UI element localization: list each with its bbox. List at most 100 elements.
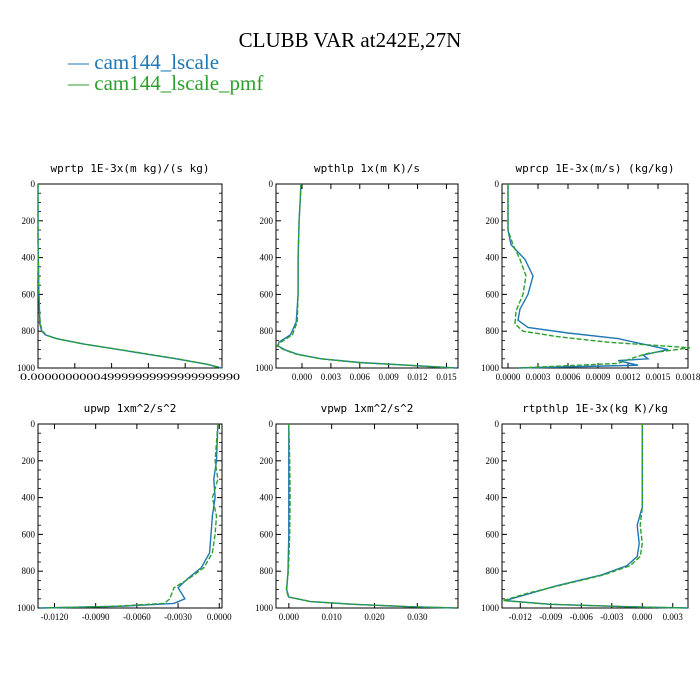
y-tick-label: 400 [22, 493, 36, 503]
panel-title: wprtp 1E-3x(m kg)/(s kg) [51, 162, 210, 175]
y-tick-label: 400 [486, 493, 500, 503]
x-tick-label: 0.000 [279, 612, 300, 622]
y-tick-label: 0 [269, 179, 274, 189]
y-tick-label: 400 [260, 253, 274, 263]
y-tick-label: 1000 [255, 603, 274, 613]
x-tick-label: -0.003 [600, 612, 624, 622]
y-tick-label: 200 [22, 456, 36, 466]
y-tick-label: 200 [260, 216, 274, 226]
y-tick-label: 600 [260, 289, 274, 299]
panel-6: rtpthlp 1E-3x(kg K)/kg02004006008001000-… [481, 402, 689, 622]
panel-title: upwp 1xm^2/s^2 [84, 402, 177, 415]
series-line-lscale [504, 424, 689, 609]
series-line-lscale-pmf [502, 424, 688, 609]
panel-title: vpwp 1xm^2/s^2 [321, 402, 414, 415]
plot-frame [275, 183, 459, 369]
x-tick-label: -0.006 [570, 612, 594, 622]
series-line-lscale-pmf [275, 183, 455, 369]
series-line-lscale [40, 423, 219, 609]
series-line-lscale [277, 183, 457, 369]
x-tick-label: -0.012 [509, 612, 532, 622]
x-tick-label: 0.0006 [556, 372, 581, 382]
y-tick-label: 600 [486, 289, 500, 299]
x-tick-label: 0.0000 [496, 372, 521, 382]
panel-title: wprcp 1E-3x(m/s) (kg/kg) [516, 162, 675, 175]
y-tick-label: 400 [22, 253, 36, 263]
y-tick-label: 800 [260, 566, 274, 576]
y-tick-label: 800 [22, 566, 36, 576]
x-tick-label: -0.0030 [164, 612, 192, 622]
x-tick-label: 0.020 [364, 612, 385, 622]
y-tick-label: 1000 [255, 363, 274, 373]
series-line-lscale [507, 184, 669, 369]
legend-marker-lscale-pmf: — [68, 71, 95, 95]
y-tick-label: 600 [486, 529, 500, 539]
y-tick-label: 1000 [17, 363, 36, 373]
x-tick-label: 0.0009 [586, 372, 611, 382]
series-line-lscale-pmf [43, 423, 219, 609]
legend-entry-lscale-pmf: — cam144_lscale_pmf [68, 71, 263, 96]
y-tick-label: 600 [22, 529, 36, 539]
x-tick-label: 0.003 [663, 612, 684, 622]
y-tick-label: 800 [22, 326, 36, 336]
panel-3: wprcp 1E-3x(m/s) (kg/kg) 0 200 400 600 800 100… [481, 162, 700, 382]
legend-label-lscale-pmf: cam144_lscale_pmf [94, 71, 264, 95]
y-tick-label: 1000 [17, 603, 36, 613]
x-tick-label: 0.000 [632, 612, 653, 622]
x-tick-label: -0.0090 [82, 612, 110, 622]
panel-title: rtpthlp 1E-3x(kg K)/kg [522, 402, 668, 415]
panel-2: wpthlp 1x(m K)/s 0 200 400 600 800 1000 0.000 0.… [255, 162, 459, 382]
series-line-lscale [285, 424, 456, 609]
y-tick-label: 200 [486, 216, 500, 226]
x-tick-label: -0.0060 [123, 612, 151, 622]
x-tick-labels-overlapping: 0.000000000049999999999999999990 [20, 372, 241, 382]
y-tick-label: 200 [22, 216, 36, 226]
y-tick-label: 0 [31, 419, 36, 429]
y-tick-label: 0 [269, 419, 274, 429]
y-tick-label: 200 [486, 456, 500, 466]
x-tick-label: 0.0003 [526, 372, 551, 382]
series-line-lscale-pmf [507, 184, 691, 369]
y-tick-label: 0 [495, 179, 500, 189]
series-line-lscale-pmf [285, 423, 456, 609]
plot-frame [37, 423, 223, 609]
plot-frame [501, 423, 689, 609]
y-tick-label: 400 [260, 493, 274, 503]
y-tick-label: 800 [486, 326, 500, 336]
x-tick-label: 0.015 [436, 372, 457, 382]
x-tick-label: 0.009 [379, 372, 400, 382]
figure-title: CLUBB VAR at242E,27N [238, 28, 462, 52]
plot-frame [275, 423, 459, 609]
panel-1: wprtp 1E-3x(m kg)/(s kg) 0 200 400 600 800 100… [17, 162, 241, 382]
series-line-lscale-pmf [37, 184, 221, 369]
x-tick-label: 0.0012 [616, 372, 641, 382]
x-tick-label: 0.000 [292, 372, 313, 382]
y-tick-label: 600 [260, 529, 274, 539]
series-line-lscale [37, 184, 223, 369]
x-tick-label: 0.0000 [207, 612, 232, 622]
x-tick-label: 0.030 [407, 612, 428, 622]
panel-5: vpwp 1xm^2/s^2 0 200 400 600 800 1000 0.000 0.01… [255, 402, 459, 622]
panel-4: upwp 1xm^2/s^2 0 200 400 600 800 1000 -0.0120 -0… [17, 402, 232, 622]
x-tick-label: 0.0015 [646, 372, 671, 382]
x-tick-label: 0.010 [322, 612, 343, 622]
legend-label-lscale: cam144_lscale [94, 50, 220, 74]
x-tick-label: 0.012 [407, 372, 427, 382]
y-tick-label: 0 [495, 419, 500, 429]
y-tick-label: 200 [260, 456, 274, 466]
legend-marker-lscale: — [68, 50, 95, 74]
x-tick-label: 0.003 [321, 372, 342, 382]
y-tick-label: 1000 [481, 603, 500, 613]
y-tick-label: 800 [486, 566, 500, 576]
x-tick-label: -0.0120 [41, 612, 69, 622]
x-tick-label: 0.0018 [676, 372, 700, 382]
y-tick-label: 0 [31, 179, 36, 189]
x-tick-label: -0.009 [539, 612, 563, 622]
x-tick-label: 0.006 [350, 372, 371, 382]
panel-title: wpthlp 1x(m K)/s [314, 162, 420, 175]
legend-entry-lscale: — cam144_lscale [68, 50, 219, 75]
y-tick-label: 1000 [481, 363, 500, 373]
y-tick-label: 400 [486, 253, 500, 263]
y-tick-label: 600 [22, 289, 36, 299]
